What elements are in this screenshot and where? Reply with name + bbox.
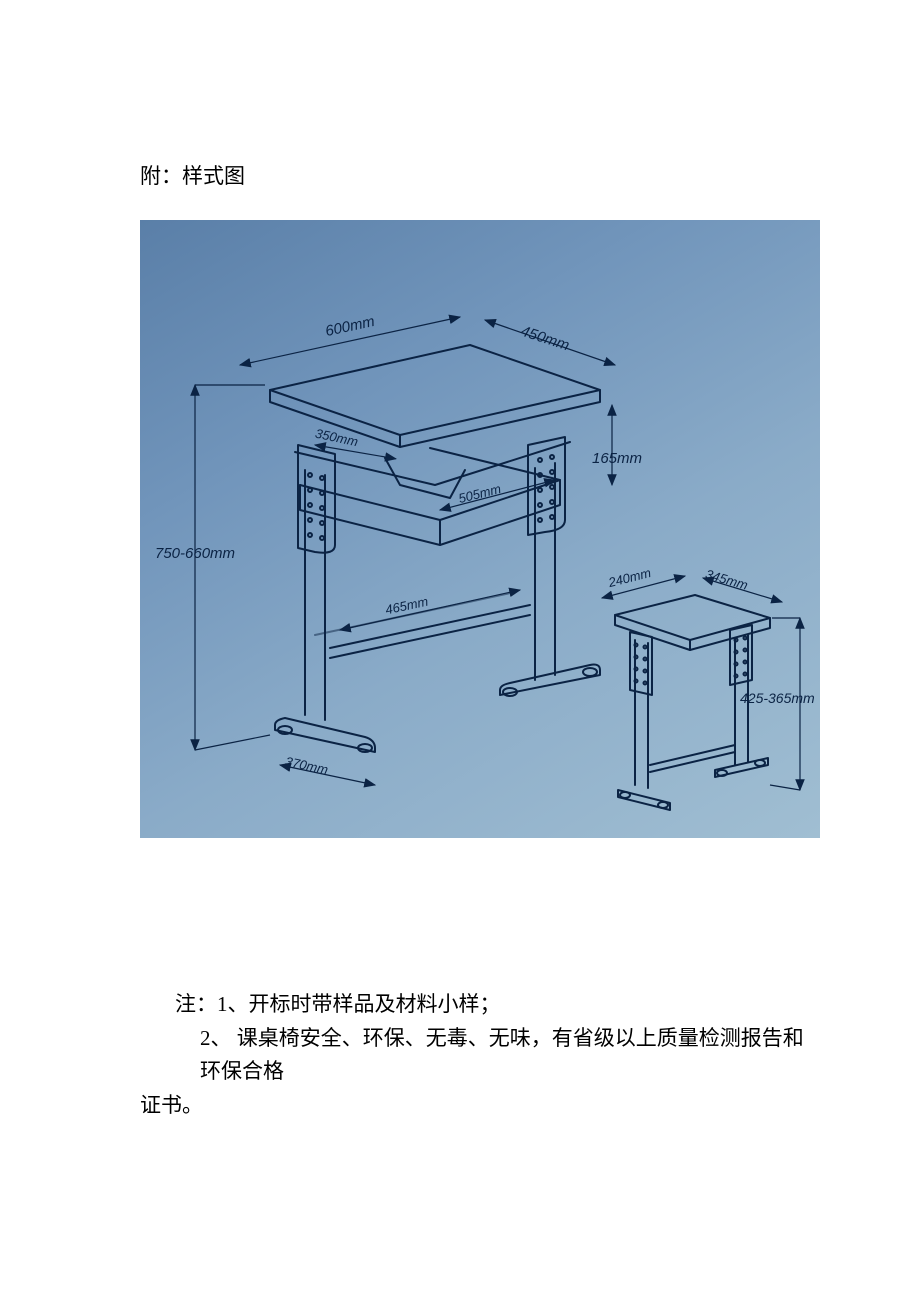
note-2-cont: 证书。 xyxy=(140,1089,820,1123)
furniture-diagram-svg xyxy=(140,220,820,838)
dim-desk-height: 750-660mm xyxy=(155,545,235,562)
style-diagram: 600mm 450mm 750-660mm 350mm 505mm 165mm … xyxy=(140,220,820,838)
note-2-text: 2、 课桌椅安全、环保、无毒、无味，有省级以上质量检测报告和环保合格 xyxy=(200,1026,804,1084)
notes-block: 注：1、开标时带样品及材料小样； 2、 课桌椅安全、环保、无毒、无味，有省级以上… xyxy=(140,988,820,1122)
attachment-heading: 附：样式图 xyxy=(140,160,820,190)
note-1: 注：1、开标时带样品及材料小样； xyxy=(140,988,820,1022)
dim-stool-height: 425-365mm xyxy=(740,690,815,706)
dim-shelf-clearance: 165mm xyxy=(592,450,642,467)
note-2: 2、 课桌椅安全、环保、无毒、无味，有省级以上质量检测报告和环保合格 xyxy=(140,1022,820,1089)
document-page: 附：样式图 xyxy=(0,0,920,1222)
